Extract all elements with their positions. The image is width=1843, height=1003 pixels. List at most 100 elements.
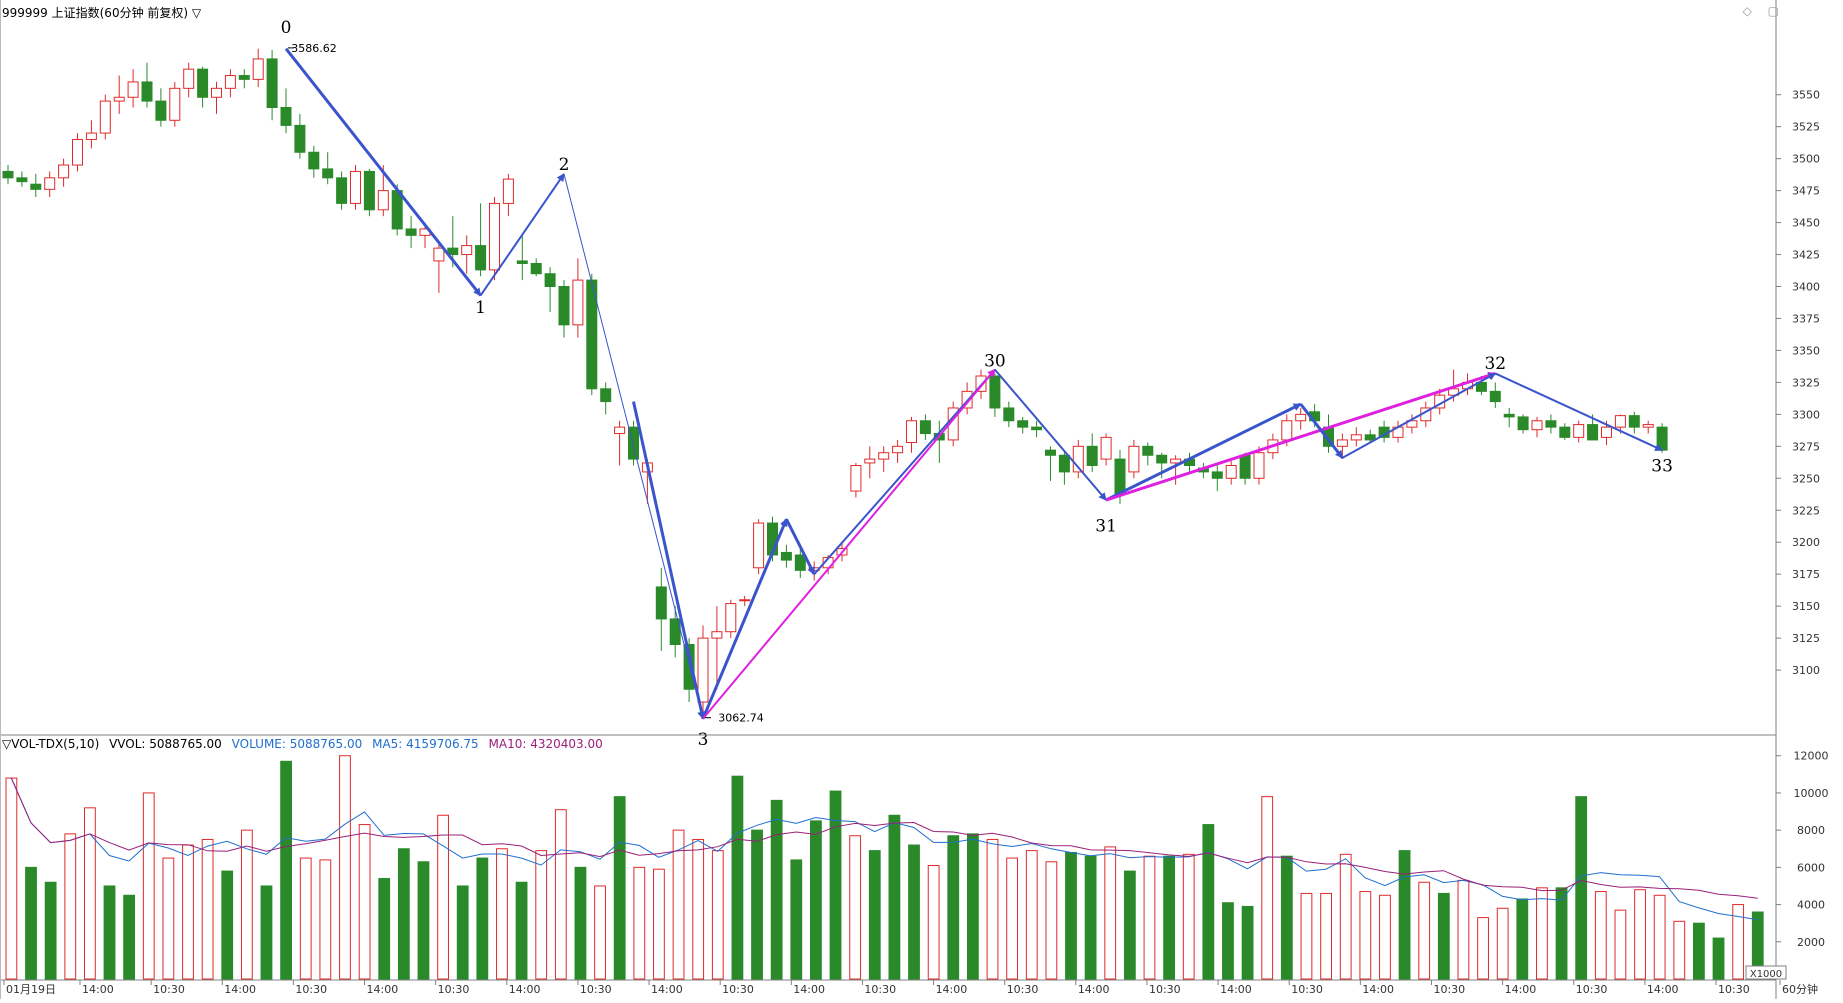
candle-body bbox=[600, 388, 612, 403]
volume-bar bbox=[966, 833, 979, 980]
price-tick-label: 3325 bbox=[1792, 376, 1820, 389]
wave-label: 1 bbox=[475, 298, 486, 318]
candle bbox=[238, 69, 250, 89]
candle bbox=[544, 267, 556, 313]
volume-indicator-header: ▽VOL-TDX(5,10) VVOL: 5088765.00 VOLUME: … bbox=[2, 737, 609, 751]
candle-body bbox=[377, 190, 389, 211]
candle bbox=[516, 235, 528, 281]
candle-body bbox=[1489, 390, 1501, 403]
volume-bar bbox=[711, 850, 724, 980]
wave-arrow bbox=[1105, 371, 1497, 502]
candle bbox=[169, 81, 181, 127]
volume-bar bbox=[888, 814, 901, 980]
price-tick-label: 3500 bbox=[1792, 153, 1820, 166]
volume-bar bbox=[849, 835, 862, 980]
candle-body bbox=[58, 164, 70, 179]
volume-tick-label: 8000 bbox=[1797, 824, 1825, 837]
candle-body bbox=[711, 631, 723, 639]
volume-bar bbox=[1280, 855, 1293, 980]
wave-arrow bbox=[563, 173, 706, 720]
candle bbox=[1573, 420, 1585, 443]
price-tick-label: 3350 bbox=[1792, 344, 1820, 357]
time-tick-label: 10:30 bbox=[1291, 983, 1323, 996]
volume-bar bbox=[692, 838, 705, 980]
volume-bar bbox=[790, 859, 803, 980]
wave-arrow bbox=[1105, 402, 1302, 502]
volume-bar bbox=[653, 868, 665, 980]
candle-body bbox=[1642, 424, 1654, 428]
candle-body bbox=[669, 618, 681, 646]
price-tick-label: 3375 bbox=[1792, 312, 1820, 325]
volume-bar bbox=[1300, 892, 1313, 980]
candle-body bbox=[1656, 426, 1668, 451]
volume-bar bbox=[672, 829, 685, 980]
volume-bar bbox=[1594, 891, 1607, 980]
candle bbox=[850, 462, 862, 498]
wave-label: 3 bbox=[698, 730, 709, 750]
time-tick-label: 10:30 bbox=[1007, 983, 1039, 996]
candle bbox=[363, 168, 375, 217]
wave-label: 30 bbox=[984, 352, 1006, 372]
volume-tick-label: 4000 bbox=[1797, 899, 1825, 912]
candle bbox=[489, 197, 500, 281]
wave-label: 31 bbox=[1095, 517, 1117, 537]
price-tick-label: 3475 bbox=[1792, 185, 1820, 198]
wave-label: 32 bbox=[1484, 354, 1506, 374]
volume-tick-label: 6000 bbox=[1797, 861, 1825, 874]
volume-bar bbox=[1045, 861, 1058, 980]
time-tick-label: 14:00 bbox=[1647, 983, 1679, 996]
candle bbox=[1170, 455, 1182, 485]
candle-body bbox=[655, 586, 667, 620]
volume-bar bbox=[397, 848, 410, 980]
volume-bar bbox=[103, 885, 116, 980]
candle bbox=[864, 446, 876, 479]
candle bbox=[739, 595, 751, 607]
candle bbox=[1142, 442, 1154, 466]
volume-bar bbox=[83, 807, 96, 980]
time-tick-label: 14:00 bbox=[224, 983, 256, 996]
candle-body bbox=[1350, 434, 1362, 441]
volume-bar bbox=[1673, 920, 1686, 980]
candle bbox=[502, 173, 514, 217]
window-controls-icon[interactable]: ◇ ▢ bbox=[1742, 4, 1785, 18]
candle bbox=[72, 133, 83, 172]
wave-arrow bbox=[702, 368, 996, 720]
candle-body bbox=[280, 107, 292, 126]
candle-body bbox=[1448, 388, 1460, 396]
volume-indicator-label[interactable]: ▽VOL-TDX(5,10) bbox=[2, 737, 100, 751]
candle-body bbox=[919, 420, 931, 435]
candle-body bbox=[113, 96, 125, 102]
candle bbox=[753, 519, 765, 575]
candle-body bbox=[1086, 445, 1098, 467]
candle bbox=[461, 235, 473, 274]
wave-arrow bbox=[1341, 372, 1497, 459]
time-tick-label: 10:30 bbox=[438, 983, 470, 996]
candle bbox=[1517, 414, 1529, 434]
candle bbox=[1295, 407, 1307, 430]
candle-body bbox=[308, 151, 320, 170]
candle bbox=[266, 49, 278, 121]
volume-bar bbox=[1006, 857, 1019, 980]
chart-title[interactable]: 999999 上证指数(60分钟 前复权) ▽ bbox=[2, 6, 202, 20]
candle bbox=[224, 69, 236, 98]
candle-body bbox=[1170, 458, 1182, 464]
volume-bar bbox=[1379, 894, 1391, 980]
candle bbox=[2, 165, 14, 185]
candle-body bbox=[628, 426, 639, 460]
candle-body bbox=[1531, 420, 1543, 431]
volume-bar bbox=[829, 790, 842, 980]
candle bbox=[669, 606, 681, 658]
candle-body bbox=[1058, 454, 1070, 473]
volume-bar bbox=[240, 829, 253, 980]
candlestick-series bbox=[2, 48, 1668, 719]
candle-body bbox=[1142, 445, 1154, 456]
volume-bar bbox=[1732, 904, 1745, 980]
volume-bar bbox=[1241, 905, 1254, 980]
volume-bar bbox=[1025, 850, 1038, 980]
candle-body bbox=[739, 599, 751, 602]
candle bbox=[572, 258, 584, 338]
candle-body bbox=[16, 177, 28, 183]
price-tick-label: 3175 bbox=[1792, 568, 1820, 581]
candle-body bbox=[1017, 420, 1029, 428]
